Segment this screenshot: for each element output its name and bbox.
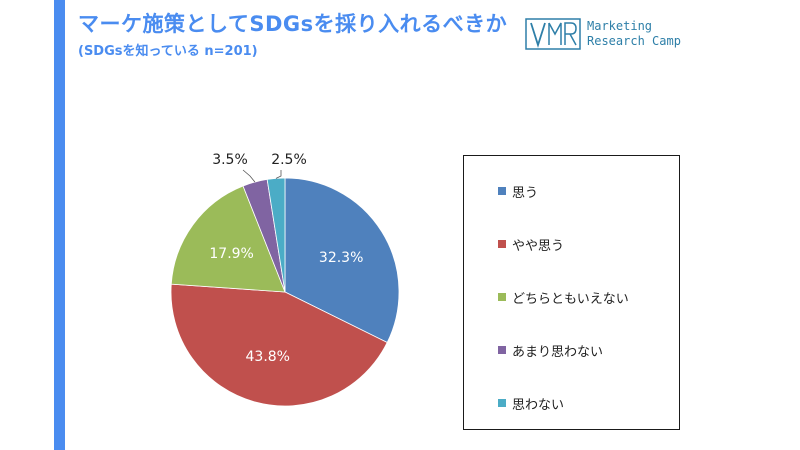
legend-swatch bbox=[498, 346, 506, 354]
legend-swatch bbox=[498, 399, 506, 407]
pie-data-label: 43.8% bbox=[246, 349, 290, 365]
pie-slice bbox=[170, 283, 388, 407]
legend-item: あまり思わない bbox=[498, 342, 604, 360]
page-title: マーケ施策としてSDGsを採り入れるべきか bbox=[78, 12, 508, 36]
logo-text: Marketing Research Camp bbox=[587, 19, 681, 49]
legend-item: どちらともいえない bbox=[498, 289, 629, 307]
legend-item: 思わない bbox=[498, 395, 565, 413]
pie-data-label: 2.5% bbox=[271, 152, 307, 168]
legend-label: どちらともいえない bbox=[512, 291, 629, 307]
logo-mark-icon bbox=[525, 18, 581, 50]
logo-text-line1: Marketing bbox=[587, 19, 653, 33]
legend-label: あまり思わない bbox=[512, 344, 604, 360]
legend-label: 思う bbox=[512, 185, 539, 201]
pie-leader-line bbox=[275, 170, 282, 179]
pie-data-label: 3.5% bbox=[212, 152, 248, 168]
legend-item: やや思う bbox=[498, 236, 565, 254]
legend-swatch bbox=[498, 240, 506, 248]
chart-legend: 思うやや思うどちらともいえない あまり思わない 思わない bbox=[463, 155, 680, 430]
page-subtitle: (SDGsを知っている n=201) bbox=[78, 44, 258, 59]
pie-data-label: 17.9% bbox=[209, 246, 253, 262]
company-logo: Marketing Research Camp bbox=[525, 18, 725, 54]
legend-swatch bbox=[498, 293, 506, 301]
legend-label: やや思う bbox=[512, 238, 565, 254]
logo-text-line2: Research Camp bbox=[587, 34, 681, 48]
accent-side-bar bbox=[54, 0, 65, 450]
pie-leader-line bbox=[242, 169, 256, 183]
legend-swatch bbox=[498, 187, 506, 195]
pie-slice bbox=[284, 177, 400, 344]
legend-item: 思う bbox=[498, 183, 539, 201]
pie-slice bbox=[266, 177, 286, 293]
pie-data-label: 32.3% bbox=[319, 250, 363, 266]
pie-slice bbox=[170, 185, 286, 293]
legend-label: 思わない bbox=[512, 397, 565, 413]
